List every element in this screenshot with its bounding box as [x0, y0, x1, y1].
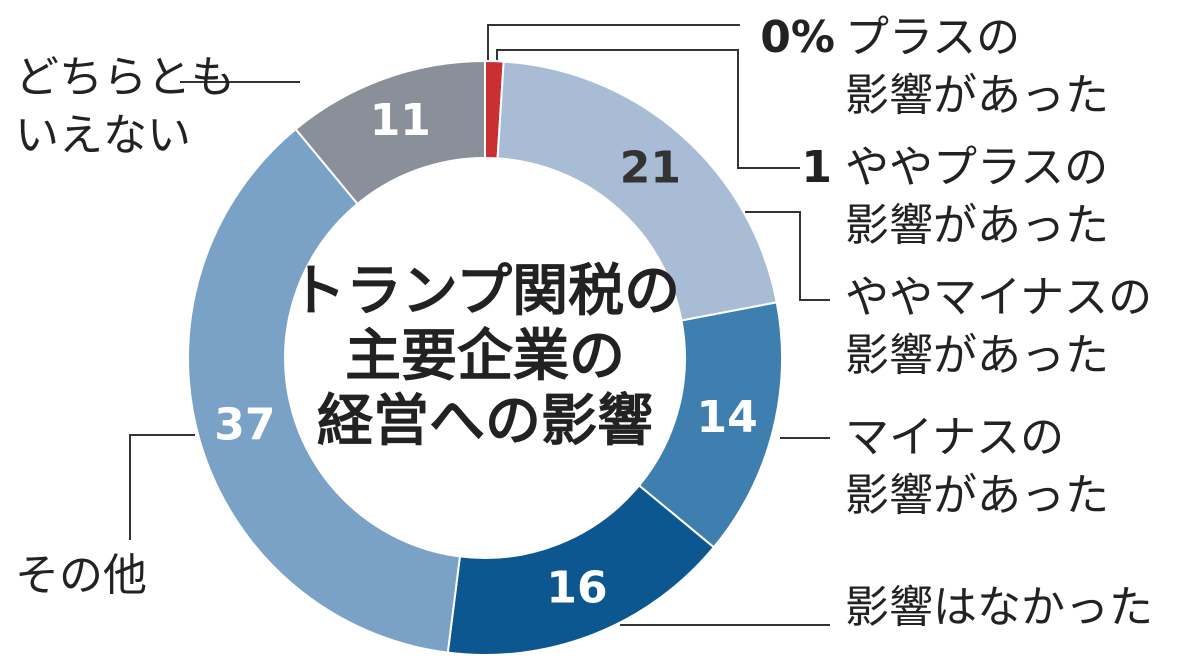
donut-slice: [496, 60, 778, 322]
chart-title: 主要企業の: [345, 324, 625, 389]
value-label: 14: [697, 392, 758, 443]
category-label: ややプラスの: [845, 142, 1108, 193]
leader-lines: [129, 24, 830, 626]
leader-line: [496, 49, 800, 169]
donut-slice: [187, 127, 462, 654]
value-label: 16: [546, 562, 607, 613]
category-label: 影響があった: [845, 330, 1109, 381]
category-label: プラスの: [845, 12, 1020, 63]
leader-line: [745, 211, 830, 301]
value-label: 37: [214, 400, 275, 451]
category-label: ややマイナスの: [845, 272, 1152, 323]
value-label: 0%: [760, 12, 835, 63]
value-label: 11: [370, 95, 431, 146]
chart-title: トランプ関税の: [290, 259, 680, 324]
category-label: 影響があった: [845, 470, 1109, 521]
donut-slice: [294, 59, 486, 206]
leader-line: [487, 24, 740, 60]
category-label: 影響があった: [845, 70, 1109, 121]
leader-line: [129, 434, 195, 540]
category-label: その他: [15, 550, 147, 601]
chart-title: 経営への影響: [317, 389, 653, 454]
category-label: いえない: [15, 110, 191, 161]
category-label: どちらとも: [15, 52, 235, 103]
category-label: 影響があった: [845, 200, 1109, 251]
category-label: 影響はなかった: [845, 582, 1153, 633]
category-label: マイナスの: [845, 412, 1064, 463]
value-label: 1: [801, 142, 832, 193]
value-label: 21: [620, 142, 681, 193]
